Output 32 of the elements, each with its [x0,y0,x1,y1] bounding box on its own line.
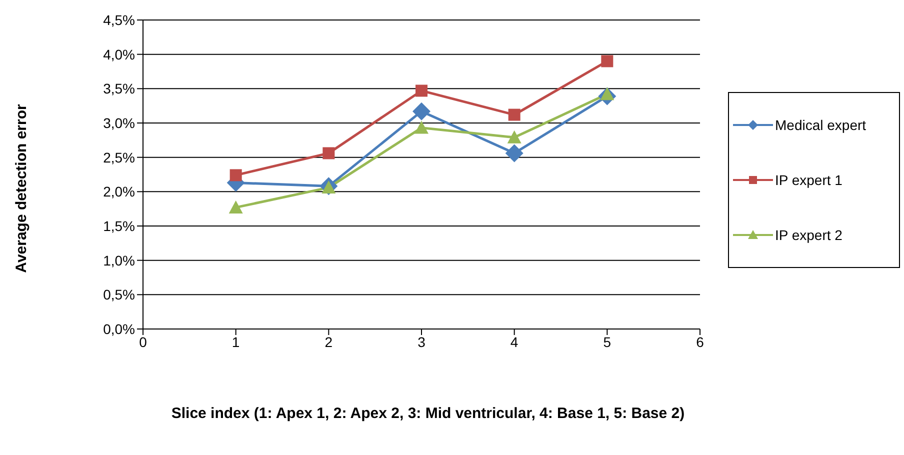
y-tick-label: 1,0% [103,252,135,268]
y-tick-label: 2,0% [103,184,135,200]
point [508,108,520,121]
point [505,144,524,162]
point [322,147,335,160]
legend-label: Medical expert [775,116,866,133]
x-tick-label: 4 [510,334,518,350]
x-tick-label: 2 [324,334,333,350]
x-tick-label: 3 [418,334,426,350]
y-tick-label: 1,5% [103,218,135,234]
y-tick-label: 3,0% [103,114,135,131]
point [416,84,428,97]
y-tick-label: 4,0% [103,46,135,62]
point [412,102,430,120]
y-axis-title: Average detection error [12,104,30,272]
point [230,169,242,182]
point [601,55,614,68]
y-tick-label: 0,0% [103,320,135,337]
y-tick-label: 4,5% [103,12,135,28]
legend-label: IP expert 1 [775,172,842,188]
point [507,130,522,144]
legend-label: IP expert 2 [775,227,842,244]
x-tick-label: 5 [603,334,612,350]
point [414,120,428,134]
x-axis-title: Slice index (1: Apex 1, 2: Apex 2, 3: Mid ventricular, 4: Base 1, 5: Base 2) [170,404,686,424]
point [228,200,243,214]
x-tick-label: 6 [696,334,704,350]
x-tick-label: 1 [232,334,240,350]
y-tick-label: 3,5% [103,80,135,97]
x-tick-label: 0 [139,334,148,350]
y-tick-label: 0,5% [103,286,135,303]
y-tick-label: 2,5% [103,149,135,166]
